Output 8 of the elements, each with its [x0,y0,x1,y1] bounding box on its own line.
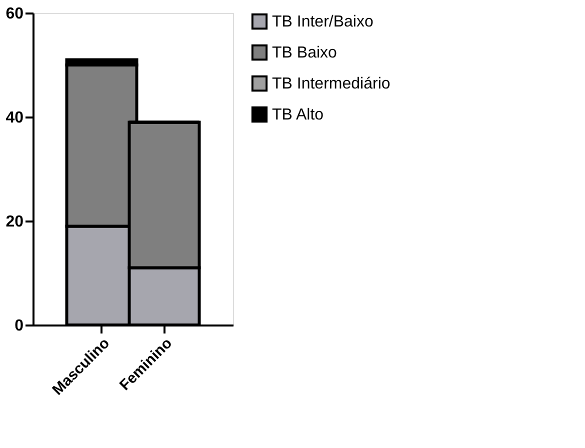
legend-label: TB Inter/Baixo [272,14,374,30]
legend-label: TB Intermediário [272,76,390,92]
legend-label: TB Alto [272,106,324,124]
y-tick-label: 60 [6,6,24,22]
y-tick-label: 40 [6,110,24,126]
y-tick-label: 20 [6,214,24,230]
y-tick-label: 0 [14,318,24,334]
legend-label: TB Baixo [272,44,338,62]
